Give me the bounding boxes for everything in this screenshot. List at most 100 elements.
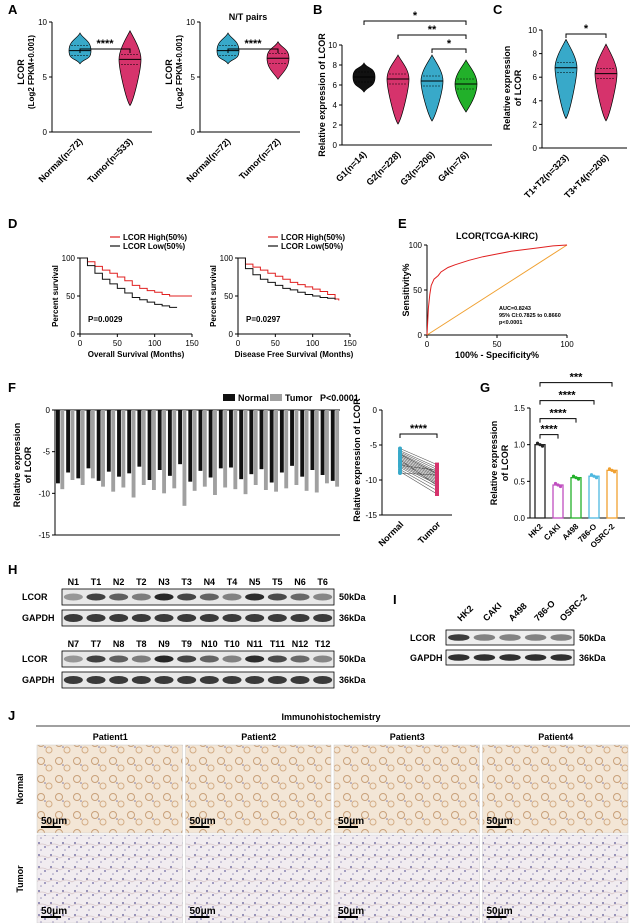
F1-bar-tumor-25 <box>314 410 319 493</box>
G-point-0 <box>538 443 542 447</box>
J-image-Normal-0 <box>36 744 183 834</box>
G-3-bracket <box>539 382 613 387</box>
B-ytick-label: 8 <box>333 61 338 70</box>
J-patient-0: Patient1 <box>93 732 128 742</box>
J-scale-label: 50μm <box>190 906 216 917</box>
A2-violin-0 <box>216 32 240 65</box>
I-band-LCOR-4 <box>550 634 572 641</box>
B-violin-1 <box>386 54 410 125</box>
J-scale-label: 50μm <box>338 906 364 917</box>
G-point-1 <box>556 483 560 487</box>
D1-ylabel: Percent survival <box>51 265 60 327</box>
H1-band-LCOR-6 <box>199 593 219 601</box>
G-point-3 <box>592 474 596 478</box>
D1-xtick-label: 50 <box>113 339 122 348</box>
G-0-sig: **** <box>540 424 558 436</box>
B-violin-3 <box>454 59 478 113</box>
H1-band-GAPDH-2 <box>109 614 129 622</box>
F1-bar-normal-18 <box>239 410 244 480</box>
F1-bar-normal-26 <box>320 410 325 475</box>
F1-bar-normal-17 <box>229 410 233 468</box>
I-band-GAPDH-4 <box>550 654 572 661</box>
A1-xlabel-1: Tumor(n=533) <box>86 136 135 185</box>
G-point-2 <box>576 477 581 481</box>
D2-legend-0: LCOR High(50%) <box>281 233 345 242</box>
F1-bar-normal-11 <box>167 410 172 476</box>
H1-band-LCOR-9 <box>267 593 287 601</box>
C-ytick-label: 2 <box>533 120 538 129</box>
F2-xlabel-1: Tumor <box>416 519 443 546</box>
F1-bar-tumor-18 <box>243 410 248 495</box>
G-point-2 <box>574 476 578 480</box>
F2-pair-line-11 <box>399 464 438 484</box>
H2-lane-T11: T11 <box>270 639 285 649</box>
A2-xlabel-0: Normal(n=72) <box>184 136 232 184</box>
C-ytick-label: 10 <box>528 26 537 35</box>
F1-bar-normal-15 <box>208 410 213 478</box>
F2-pair-line-19 <box>399 465 438 471</box>
H2-band-LCOR-1 <box>86 655 106 663</box>
panel-letter-C: C <box>493 2 503 17</box>
H2-lane-N10: N10 <box>201 639 218 649</box>
F2-ytick-label: -5 <box>370 441 378 450</box>
F1-legend-0: Normal <box>238 393 269 403</box>
H2-lane-N8: N8 <box>113 639 125 649</box>
D2-ytick-label: 50 <box>224 292 233 301</box>
F2-pair-line-18 <box>399 453 438 474</box>
I-lane-786-O: 786-O <box>532 598 557 623</box>
A1-ylabel: (Log2 FPKM+0.001) <box>27 35 36 109</box>
H2-band-LCOR-0 <box>63 655 83 663</box>
B-violin-2 <box>420 54 444 122</box>
G-0-bracket <box>539 434 559 439</box>
H2-band-GAPDH-10 <box>290 676 310 684</box>
G-3-sig: *** <box>570 372 584 384</box>
D2-series-Low <box>238 257 336 300</box>
H1-band-LCOR-5 <box>177 593 197 601</box>
C-bracket <box>565 33 607 38</box>
E-xlabel: 100% - Specificity% <box>455 350 539 360</box>
H1-band-GAPDH-6 <box>199 614 219 622</box>
G-ytick-label: 1.0 <box>514 441 526 450</box>
H1-band-LCOR-1 <box>86 593 106 601</box>
J-patient-1: Patient2 <box>241 732 276 742</box>
F1-bar-tumor-10 <box>162 410 167 494</box>
F1-bar-normal-6 <box>117 410 121 477</box>
panel-letter-I: I <box>393 592 397 607</box>
H2-lane-T7: T7 <box>91 639 102 649</box>
B-ylabel: Relative expression of LCOR <box>317 33 327 157</box>
B-3-sig: * <box>447 38 452 50</box>
J-image-Tumor-0 <box>36 834 183 923</box>
I-band-GAPDH-2 <box>499 654 521 661</box>
D2-xtick-label: 0 <box>236 339 241 348</box>
E-roc-curve <box>426 244 568 336</box>
F2-point-tumor-14 <box>435 488 439 493</box>
H2-lane-N9: N9 <box>158 639 170 649</box>
D1-legend-0: LCOR High(50%) <box>123 233 187 242</box>
B-ytick-label: 10 <box>328 41 337 50</box>
D1-xtick-label: 0 <box>78 339 83 348</box>
I-kda-0: 50kDa <box>579 633 607 643</box>
panel-letter-D: D <box>8 216 17 231</box>
C-ytick-label: 4 <box>533 97 538 106</box>
B-1-bracket <box>363 20 467 25</box>
F1-bar-normal-27 <box>330 410 335 481</box>
F2-point-tumor-19 <box>435 468 439 473</box>
F1-bar-normal-4 <box>96 410 101 481</box>
C-violin-1 <box>594 43 618 122</box>
F1-bar-normal-0 <box>56 410 60 484</box>
D1-ytick-label: 50 <box>66 292 75 301</box>
H1-band-LCOR-7 <box>222 593 242 601</box>
H2-band-LCOR-10 <box>290 655 310 663</box>
B-ytick-label: 6 <box>333 81 338 90</box>
H1-band-GAPDH-9 <box>267 614 287 622</box>
H2-blot-GAPDH <box>61 671 335 689</box>
F1-bar-normal-9 <box>147 410 152 480</box>
F1-bar-normal-25 <box>310 410 315 470</box>
F1-legend-swatch <box>270 394 282 401</box>
F2-pair-line-6 <box>399 457 438 477</box>
H2-lane-T12: T12 <box>315 639 331 649</box>
I-band-GAPDH-0 <box>448 654 470 661</box>
H2-band-GAPDH-7 <box>222 676 242 684</box>
F2-pair-line-15 <box>399 471 438 495</box>
